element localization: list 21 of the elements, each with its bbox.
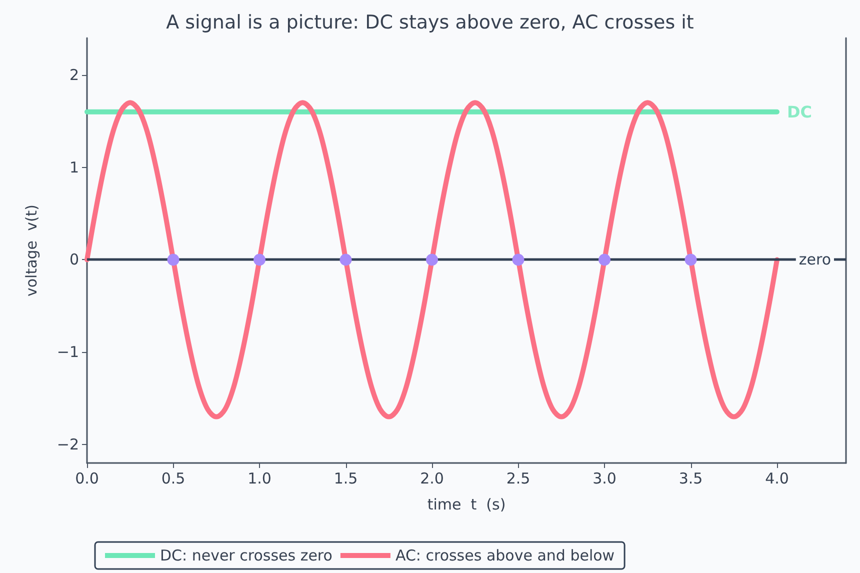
x-tick-label: 1.5 <box>334 470 358 488</box>
x-tick-label: 2.5 <box>506 470 530 488</box>
x-axis-title: time t (s) <box>427 496 506 514</box>
ref-line-label: zero <box>798 250 831 269</box>
y-tick-label: 0 <box>69 250 79 269</box>
annotation: DC <box>787 102 812 122</box>
y-tick-label: −1 <box>56 343 79 362</box>
x-tick-label: 2.0 <box>420 470 444 488</box>
x-tick-label: 3.5 <box>678 470 703 488</box>
x-tick-label: 1.0 <box>248 470 272 488</box>
legend-label: DC: never crosses zero <box>160 546 332 564</box>
chart-title: A signal is a picture: DC stays above zero, AC crosses it <box>166 12 694 34</box>
y-axis-title: voltage v(t) <box>22 204 40 297</box>
legend-label: AC: crosses above and below <box>395 546 615 564</box>
y-tick-label: 1 <box>69 158 79 176</box>
x-tick-label: 0.5 <box>161 470 186 488</box>
x-tick-label: 3.0 <box>592 470 616 488</box>
y-tick-label: −2 <box>56 436 79 454</box>
x-tick-label: 0.0 <box>75 470 99 488</box>
y-tick-label: 2 <box>69 66 79 84</box>
x-tick-label: 4.0 <box>765 470 789 488</box>
